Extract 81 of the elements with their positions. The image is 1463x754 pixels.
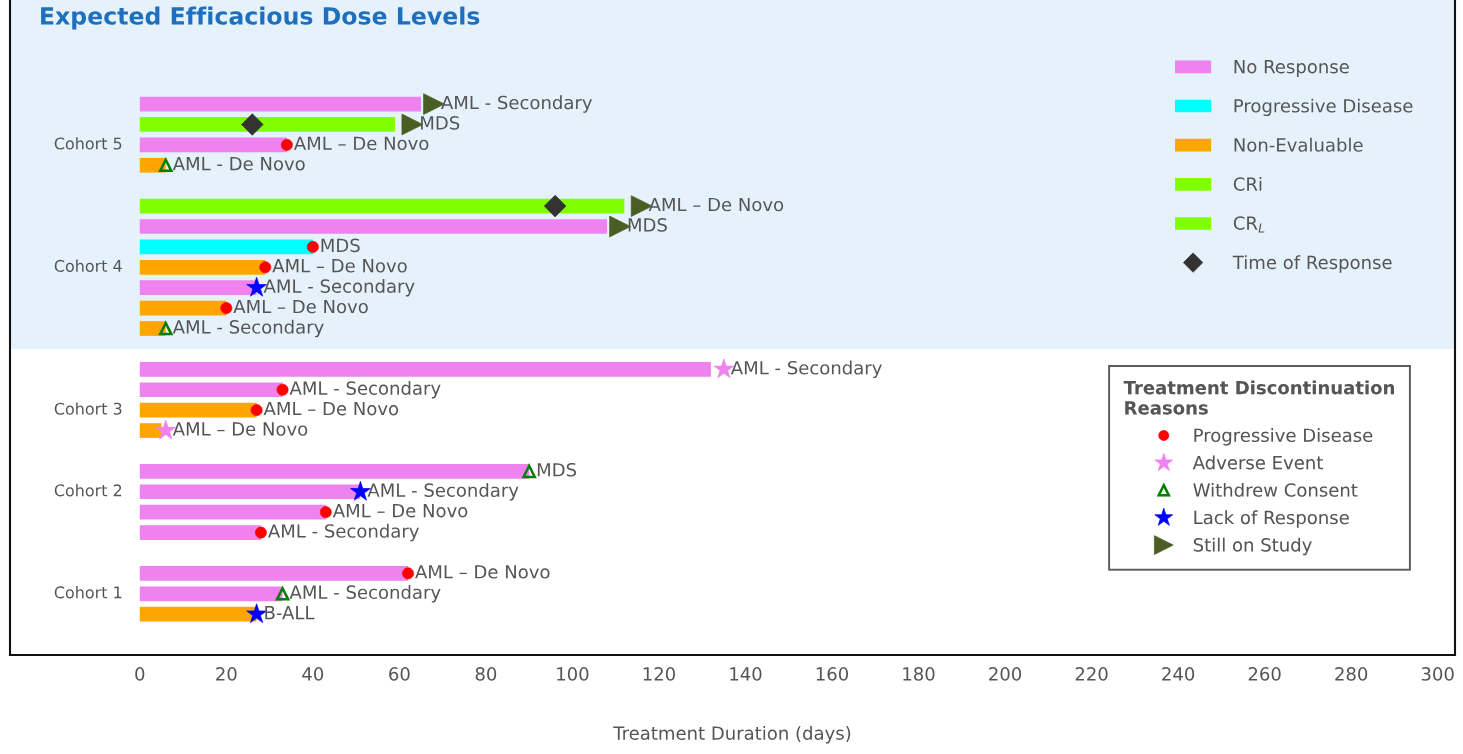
data-label: AML - Secondary [263, 278, 415, 297]
data-label: MDS [321, 238, 360, 253]
bar [139, 464, 530, 479]
data-label: AML - Secondary [367, 483, 519, 501]
legend-label: Time of Response [1232, 255, 1392, 273]
x-tick-label: 180 [903, 667, 935, 681]
data-label: AML - Secondary [268, 523, 419, 542]
x-tick-label: 300 [1421, 667, 1454, 681]
x-tick-label: 260 [1248, 667, 1281, 681]
bar [139, 484, 361, 500]
data-label: AML - Secondary [730, 360, 882, 379]
legend-label: Adverse Event [1192, 455, 1323, 470]
legend-label: No Response [1234, 60, 1349, 77]
bar [139, 259, 266, 275]
bar [139, 525, 261, 540]
x-tick-label: 240 [1162, 667, 1195, 681]
data-label: AML - Secondary [172, 319, 324, 338]
bar [139, 606, 257, 622]
data-label: AML – De Novo [233, 299, 368, 314]
bar [139, 504, 326, 520]
y-tick-label: Cohort 3 [54, 402, 122, 415]
point [543, 194, 567, 218]
legend-label: Still on Study [1193, 537, 1312, 556]
y-tick-label: Cohort 1 [54, 586, 122, 599]
data-label: MDS [537, 462, 577, 477]
bar [139, 117, 396, 132]
point [241, 113, 264, 136]
bar [139, 586, 283, 602]
legend-label: Progressive Disease [1194, 428, 1373, 446]
bar [139, 382, 283, 398]
data-label: AML – De Novo [648, 197, 784, 212]
chart-title: Expected Efficacious Dose Levels [41, 6, 480, 30]
data-label: AML – De Novo [415, 565, 550, 579]
data-label: AML – De Novo [263, 401, 399, 416]
point [522, 464, 536, 479]
legend-label: CR$_{L}$ [1233, 216, 1265, 233]
bar [139, 280, 257, 296]
y-tick-label: Cohort 4 [54, 259, 122, 272]
data-label: B-ALL [265, 606, 315, 620]
data-label: AML - Secondary [441, 95, 592, 113]
x-tick-label: 80 [475, 667, 497, 681]
point [158, 321, 173, 336]
data-label: AML - De Novo [172, 157, 305, 171]
x-tick-label: 100 [557, 667, 589, 681]
x-tick-label: 120 [643, 667, 675, 681]
data-label: AML – De Novo [172, 422, 308, 436]
legend-label: Progressive Disease [1234, 98, 1413, 117]
y-tick-label: Cohort 2 [54, 484, 122, 497]
bar [139, 300, 227, 316]
x-tick-label: 20 [216, 667, 237, 681]
legend-label: Withdrew Consent [1193, 482, 1358, 497]
bar [139, 198, 625, 214]
x-tick-label: 200 [989, 667, 1022, 681]
y-tick-label: Cohort 5 [54, 137, 122, 150]
point [275, 586, 290, 601]
bar [139, 96, 421, 112]
x-tick-label: 40 [302, 667, 324, 681]
legend-label: CRi [1233, 176, 1262, 191]
legend-label: Non-Evaluable [1234, 137, 1363, 152]
bar [139, 137, 287, 153]
data-label: MDS [628, 218, 667, 232]
data-label: AML - Secondary [289, 585, 441, 603]
data-label: AML – De Novo [332, 503, 468, 518]
x-tick-label: 140 [730, 667, 762, 681]
x-axis-title: Treatment Duration (days) [613, 725, 851, 744]
x-tick-label: 160 [816, 667, 849, 681]
bar [139, 239, 313, 255]
x-tick-label: 280 [1335, 667, 1368, 681]
data-label: AML - Secondary [289, 381, 441, 399]
point [158, 158, 173, 173]
bar [139, 219, 608, 234]
data-label: AML – De Novo [272, 259, 407, 273]
x-tick-label: 60 [389, 667, 410, 681]
x-tick-label: 220 [1075, 667, 1108, 681]
x-tick-label: 0 [135, 667, 145, 681]
bar [139, 566, 409, 581]
bar [139, 402, 257, 418]
data-label: AML – De Novo [293, 136, 429, 151]
legend-label: Lack of Response [1194, 510, 1349, 528]
legend-title: Treatment Discontinuation Reasons [1123, 380, 1394, 415]
data-label: MDS [421, 116, 460, 130]
